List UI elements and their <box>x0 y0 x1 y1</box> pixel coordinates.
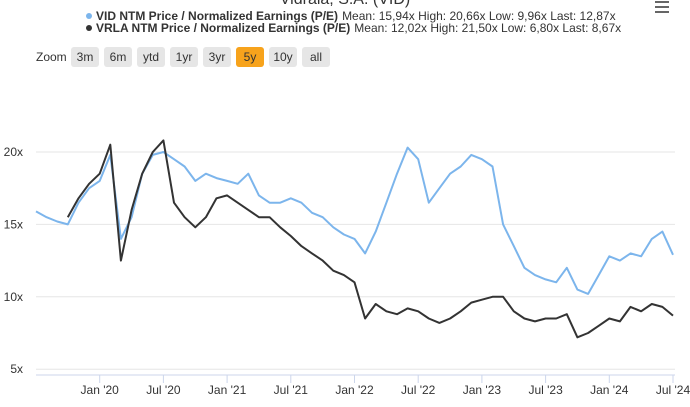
range-button-bg <box>170 47 198 67</box>
series-line <box>66 139 674 339</box>
x-tick-label: Jan '21 <box>208 383 247 397</box>
range-button[interactable]: 1yr <box>170 47 198 67</box>
y-tick-label: 20x <box>4 145 23 159</box>
range-button-label: 10y <box>273 50 292 64</box>
range-button-label: ytd <box>143 50 159 64</box>
range-button-bg <box>236 47 264 67</box>
y-tick-label: 15x <box>4 217 23 231</box>
legend-symbol <box>86 25 92 31</box>
range-button-label: 5y <box>244 50 257 64</box>
y-tick-label: 5x <box>10 362 23 376</box>
y-tick-label: 10x <box>4 290 23 304</box>
range-button-bg <box>269 47 297 67</box>
range-button[interactable]: 10y <box>269 47 297 67</box>
range-button-bg <box>302 47 330 67</box>
legend-stats: Mean: 15,94x High: 20,66x Low: 9,96x Las… <box>342 9 616 23</box>
legend-item: VID NTM Price / Normalized Earnings (P/E… <box>96 9 616 23</box>
x-tick-label: Jul '20 <box>146 383 181 397</box>
range-button-bg <box>71 47 99 67</box>
legend-stats: Mean: 12,02x High: 21,50x Low: 6,80x Las… <box>354 21 621 35</box>
range-button[interactable]: ytd <box>137 47 165 67</box>
range-button-label: all <box>310 50 322 64</box>
range-button-bg <box>104 47 132 67</box>
range-button-label: 3yr <box>209 50 226 64</box>
range-button[interactable]: 3yr <box>203 47 231 67</box>
range-button-label: 6m <box>110 50 127 64</box>
legend-item: VRLA NTM Price / Normalized Earnings (P/… <box>96 21 621 35</box>
x-tick-label: Jul '23 <box>528 383 563 397</box>
range-button-label: 3m <box>77 50 94 64</box>
menu-icon[interactable] <box>655 1 669 13</box>
legend-name: VID NTM Price / Normalized Earnings (P/E… <box>96 9 338 23</box>
range-button-bg <box>203 47 231 67</box>
x-tick-label: Jul '24 <box>656 383 690 397</box>
legend-symbol <box>86 13 92 19</box>
x-tick-label: Jan '20 <box>81 383 120 397</box>
x-tick-label: Jan '23 <box>463 383 502 397</box>
x-tick-label: Jan '22 <box>335 383 374 397</box>
range-button-bg <box>137 47 165 67</box>
range-button[interactable]: 3m <box>71 47 99 67</box>
x-tick-label: Jul '21 <box>274 383 309 397</box>
range-button-label: 1yr <box>176 50 193 64</box>
legend-name: VRLA NTM Price / Normalized Earnings (P/… <box>96 21 350 35</box>
chart-title: Vidrala, S.A. (VID) <box>280 0 410 8</box>
zoom-label: Zoom <box>36 50 67 64</box>
series-line <box>35 146 674 295</box>
menu-bar <box>655 1 669 3</box>
range-button[interactable]: 6m <box>104 47 132 67</box>
range-button[interactable]: all <box>302 47 330 67</box>
x-tick-label: Jul '22 <box>401 383 436 397</box>
range-button[interactable]: 5y <box>236 47 264 67</box>
menu-bar <box>655 11 669 13</box>
menu-bar <box>655 6 669 8</box>
x-tick-label: Jan '24 <box>590 383 629 397</box>
